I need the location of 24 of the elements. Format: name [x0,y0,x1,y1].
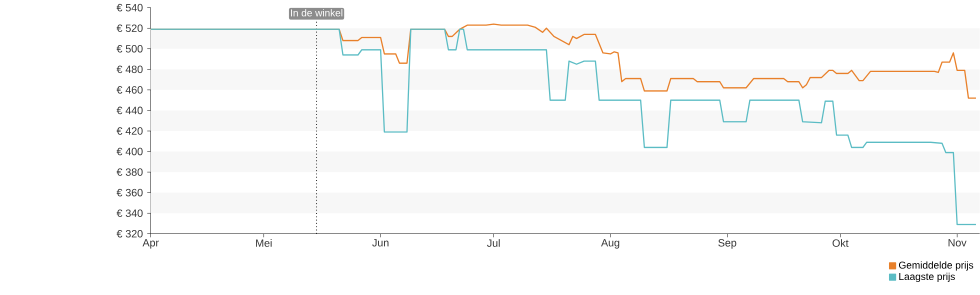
y-tick-label: € 460 [116,86,143,94]
y-tick-label: € 400 [116,148,143,156]
y-tick-label: € 380 [116,168,143,176]
y-tick-label: € 480 [116,65,143,73]
y-tick-label: € 540 [116,4,143,12]
legend-label: Gemiddelde prijs [899,261,974,270]
line-series [150,28,977,225]
x-tick-label: Mei [256,238,272,247]
x-tick-label: Jul [487,238,500,247]
y-tick-label: € 420 [116,127,143,135]
y-tick-label: € 320 [116,230,143,238]
legend-label: Laagste prijs [899,272,955,282]
x-tick-label: Okt [832,238,848,247]
x-tick-label: Sep [718,238,736,248]
ref-line-label: In de winkel [291,8,342,16]
x-tick-label: Apr [142,238,159,248]
y-tick-label: € 440 [116,106,143,114]
y-tick-label: € 340 [116,209,143,217]
y-tick-label: € 500 [116,44,143,52]
x-tick-label: Jun [372,238,388,246]
x-tick-label: Aug [601,238,620,248]
y-tick-label: € 360 [116,188,143,196]
y-tick-label: € 520 [116,24,143,32]
x-tick-label: Nov [948,238,967,246]
